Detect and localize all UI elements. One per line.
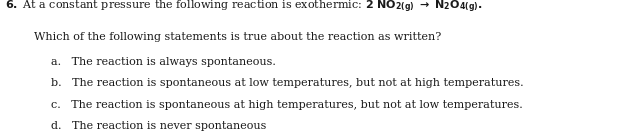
Text: c.   The reaction is spontaneous at high temperatures, but not at low temperatur: c. The reaction is spontaneous at high t… <box>51 100 523 110</box>
Text: $\mathbf{6.}$ At a constant pressure the following reaction is exothermic: $\mat: $\mathbf{6.}$ At a constant pressure the… <box>5 0 483 15</box>
Text: b.   The reaction is spontaneous at low temperatures, but not at high temperatur: b. The reaction is spontaneous at low te… <box>51 78 524 88</box>
Text: d.   The reaction is never spontaneous: d. The reaction is never spontaneous <box>51 121 266 131</box>
Text: Which of the following statements is true about the reaction as written?: Which of the following statements is tru… <box>34 32 442 42</box>
Text: a.   The reaction is always spontaneous.: a. The reaction is always spontaneous. <box>51 57 276 67</box>
